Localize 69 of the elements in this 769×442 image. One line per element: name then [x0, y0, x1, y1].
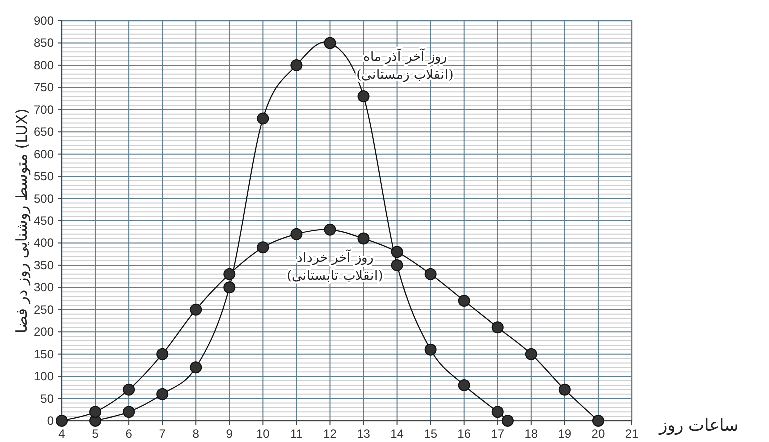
point	[156, 388, 169, 400]
x-tick-label: 12	[324, 427, 338, 441]
y-tick-label: 400	[34, 236, 54, 250]
x-axis-title: ساعات روز	[658, 416, 739, 436]
point	[290, 228, 303, 240]
point	[224, 268, 236, 280]
x-tick-label: 8	[192, 427, 200, 441]
y-tick-label: 150	[34, 347, 54, 362]
point	[391, 246, 404, 258]
point	[592, 415, 604, 427]
y-tick-label: 650	[34, 125, 54, 140]
x-tick-label: 9	[226, 427, 234, 441]
point	[90, 406, 102, 418]
x-tick-label: 20	[592, 427, 606, 441]
point	[56, 415, 68, 427]
x-tick-label: 17	[491, 427, 505, 441]
point	[525, 348, 538, 360]
point	[224, 282, 236, 294]
y-tick-label: 500	[34, 192, 54, 206]
x-tick-label: 16	[458, 427, 472, 441]
x-tick-label: 21	[625, 427, 639, 441]
point	[156, 348, 169, 360]
y-tick-label: 700	[34, 102, 54, 117]
point	[424, 268, 437, 280]
point	[391, 259, 404, 272]
point	[190, 304, 202, 316]
point	[558, 384, 571, 396]
y-tick-label: 250	[34, 302, 54, 317]
y-tick-label: 100	[34, 370, 54, 384]
y-tick-label: 800	[34, 58, 54, 72]
point	[492, 406, 504, 418]
y-tick-label: 850	[34, 36, 54, 50]
y-tick-label: 900	[34, 14, 54, 28]
x-tick-label: 10	[256, 427, 270, 441]
point	[358, 232, 370, 245]
point	[190, 362, 202, 374]
x-tick-label: 4	[58, 427, 66, 441]
point	[502, 415, 514, 427]
y-tick-label: 550	[34, 170, 54, 184]
point	[458, 379, 470, 392]
point	[257, 112, 270, 125]
point	[324, 37, 336, 50]
x-tick-label: 5	[92, 427, 100, 441]
x-tick-label: 14	[390, 427, 404, 441]
x-tick-label: 6	[126, 427, 133, 441]
y-tick-label: 300	[34, 280, 54, 295]
y-tick-label: 600	[34, 147, 54, 162]
y-tick-label: 450	[34, 214, 54, 228]
point	[123, 406, 136, 418]
x-tick-label: 19	[558, 427, 572, 441]
x-tick-label: 13	[357, 427, 371, 441]
point	[458, 295, 470, 307]
x-tick-label: 11	[290, 427, 304, 441]
y-tick-label: 750	[34, 80, 54, 95]
y-tick-label: 350	[34, 258, 54, 272]
x-tick-label: 15	[424, 427, 438, 441]
point	[492, 322, 504, 334]
x-tick-label: 7	[159, 427, 166, 441]
x-tick-label: 18	[524, 427, 538, 441]
point	[358, 90, 370, 103]
y-tick-label: 200	[34, 325, 54, 340]
point	[424, 344, 437, 356]
y-tick-label: 0	[47, 414, 54, 428]
point	[324, 224, 336, 236]
y-tick-label: 50	[40, 392, 54, 406]
point	[123, 384, 136, 396]
point	[257, 242, 270, 254]
y-axis-title: متوسط روشنایی روز در فضا (LUX)	[13, 108, 31, 334]
point	[290, 59, 303, 72]
